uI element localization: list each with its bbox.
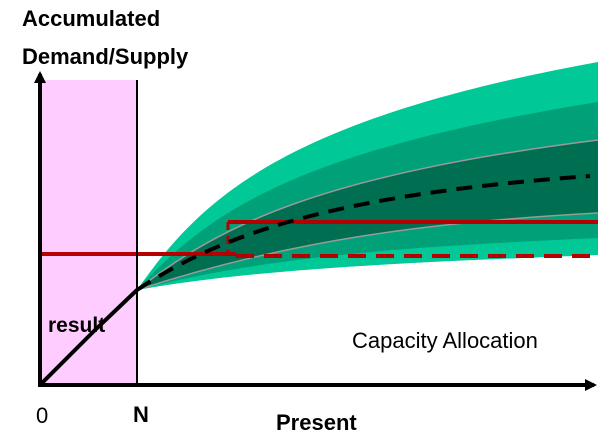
y-axis-title-line2: Demand/Supply — [22, 44, 188, 70]
x-axis-label: Present — [276, 410, 357, 436]
y-axis-title-line1: Accumulated — [22, 6, 160, 32]
result-region-label: result — [48, 314, 105, 338]
capacity-allocation-label: Capacity Allocation — [352, 328, 538, 354]
x-tick-n: N — [133, 402, 149, 428]
x-tick-zero: 0 — [36, 403, 48, 429]
